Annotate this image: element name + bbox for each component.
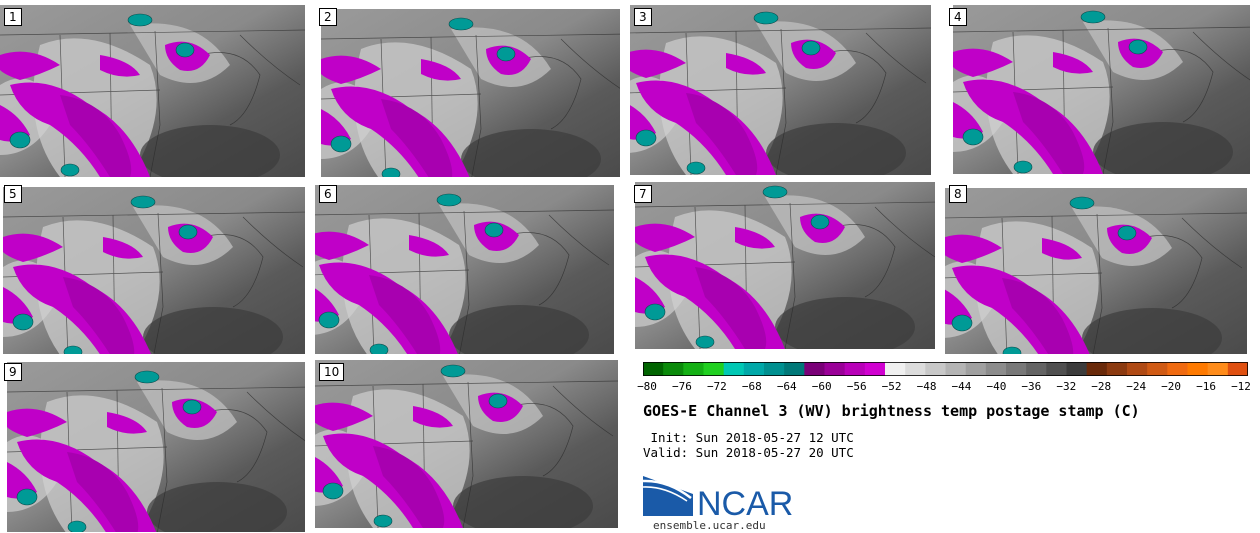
colorbar-segment [1127, 362, 1148, 376]
colorbar-tick-label: −32 [1056, 380, 1077, 393]
colorbar-tick-label: −48 [916, 380, 937, 393]
wv-satellite-map [315, 5, 620, 177]
member-panel-2: 2 [315, 5, 620, 177]
ncar-logo: NCAR [643, 476, 793, 518]
member-label: 5 [4, 185, 22, 203]
colorbar-segment [965, 362, 987, 376]
member-label: 1 [4, 8, 22, 26]
colorbar-ticks: −80 −76 −72 −68 −64 −60 −56 −52 −48 −44 −40 −36 −32 −… [630, 380, 1260, 394]
colorbar-tick-label: −20 [1161, 380, 1182, 393]
member-panel-4: 4 [945, 5, 1250, 177]
colorbar-segment [784, 362, 805, 376]
colorbar-tick-label: −60 [811, 380, 832, 393]
colorbar-tick-label: −36 [1021, 380, 1042, 393]
logo-url: ensemble.ucar.edu [653, 519, 766, 532]
wv-satellite-map [0, 182, 305, 354]
init-time: Init: Sun 2018-05-27 12 UTC [643, 430, 854, 445]
colorbar-tick-label: −16 [1196, 380, 1216, 393]
member-label: 8 [949, 185, 967, 203]
colorbar-tick-label: −12 [1231, 380, 1251, 393]
colorbar-segment [1227, 362, 1248, 376]
wv-satellite-map [0, 5, 305, 177]
colorbar-segment [1026, 362, 1047, 376]
colorbar-tick-label: −76 [672, 380, 692, 393]
colorbar-tick-label: −72 [706, 380, 727, 393]
colorbar-segment [804, 362, 825, 376]
colorbar-segment [723, 362, 745, 376]
member-label: 10 [319, 363, 345, 381]
colorbar-segment [663, 362, 684, 376]
member-label: 6 [319, 185, 337, 203]
colorbar-tick-label: −80 [637, 380, 657, 393]
colorbar [643, 362, 1248, 376]
colorbar-segment [985, 362, 1007, 376]
wv-satellite-map [0, 360, 305, 532]
colorbar-tick-label: −40 [986, 380, 1007, 393]
colorbar-segment [703, 362, 725, 376]
colorbar-segment [945, 362, 967, 376]
member-label: 3 [634, 8, 652, 26]
ncar-logo-text: NCAR [697, 485, 793, 518]
colorbar-segment [1066, 362, 1088, 376]
colorbar-segment [1086, 362, 1108, 376]
valid-time: Valid: Sun 2018-05-27 20 UTC [643, 445, 854, 460]
colorbar-tick-label: −56 [846, 380, 867, 393]
member-panel-10: 10 [315, 360, 620, 532]
colorbar-segment [1106, 362, 1128, 376]
member-label: 7 [634, 185, 652, 203]
wv-satellite-map [315, 182, 620, 354]
member-panel-7: 7 [630, 182, 935, 354]
colorbar-segment [743, 362, 765, 376]
colorbar-segment [1147, 362, 1168, 376]
colorbar-segment [905, 362, 926, 376]
wv-satellite-map [630, 5, 935, 177]
member-panel-8: 8 [945, 182, 1250, 354]
colorbar-segment [925, 362, 946, 376]
wv-satellite-map [945, 5, 1250, 177]
member-panel-3: 3 [630, 5, 935, 177]
colorbar-tick-label: −44 [951, 380, 972, 393]
colorbar-segment [824, 362, 846, 376]
colorbar-segment [683, 362, 704, 376]
member-label: 2 [319, 8, 337, 26]
member-label: 4 [949, 8, 967, 26]
wv-satellite-map [945, 182, 1250, 354]
colorbar-tick-label: −28 [1091, 380, 1112, 393]
colorbar-segment [864, 362, 886, 376]
colorbar-tick-label: −64 [776, 380, 797, 393]
colorbar-segment [643, 362, 664, 376]
wv-satellite-map [315, 360, 620, 532]
member-panel-1: 1 [0, 5, 305, 177]
colorbar-segment [1006, 362, 1027, 376]
colorbar-segment [885, 362, 906, 376]
colorbar-segment [1187, 362, 1209, 376]
member-panel-5: 5 [0, 182, 305, 354]
figure-title: GOES-E Channel 3 (WV) brightness temp po… [643, 402, 1140, 420]
wv-satellite-map [630, 182, 935, 354]
colorbar-segment [1207, 362, 1229, 376]
colorbar-segment [844, 362, 866, 376]
member-panel-9: 9 [0, 360, 305, 532]
colorbar-segment [1167, 362, 1188, 376]
member-label: 9 [4, 363, 22, 381]
colorbar-segment [764, 362, 785, 376]
colorbar-tick-label: −52 [881, 380, 902, 393]
member-panel-6: 6 [315, 182, 620, 354]
colorbar-tick-label: −24 [1126, 380, 1147, 393]
colorbar-segment [1046, 362, 1067, 376]
colorbar-tick-label: −68 [741, 380, 762, 393]
